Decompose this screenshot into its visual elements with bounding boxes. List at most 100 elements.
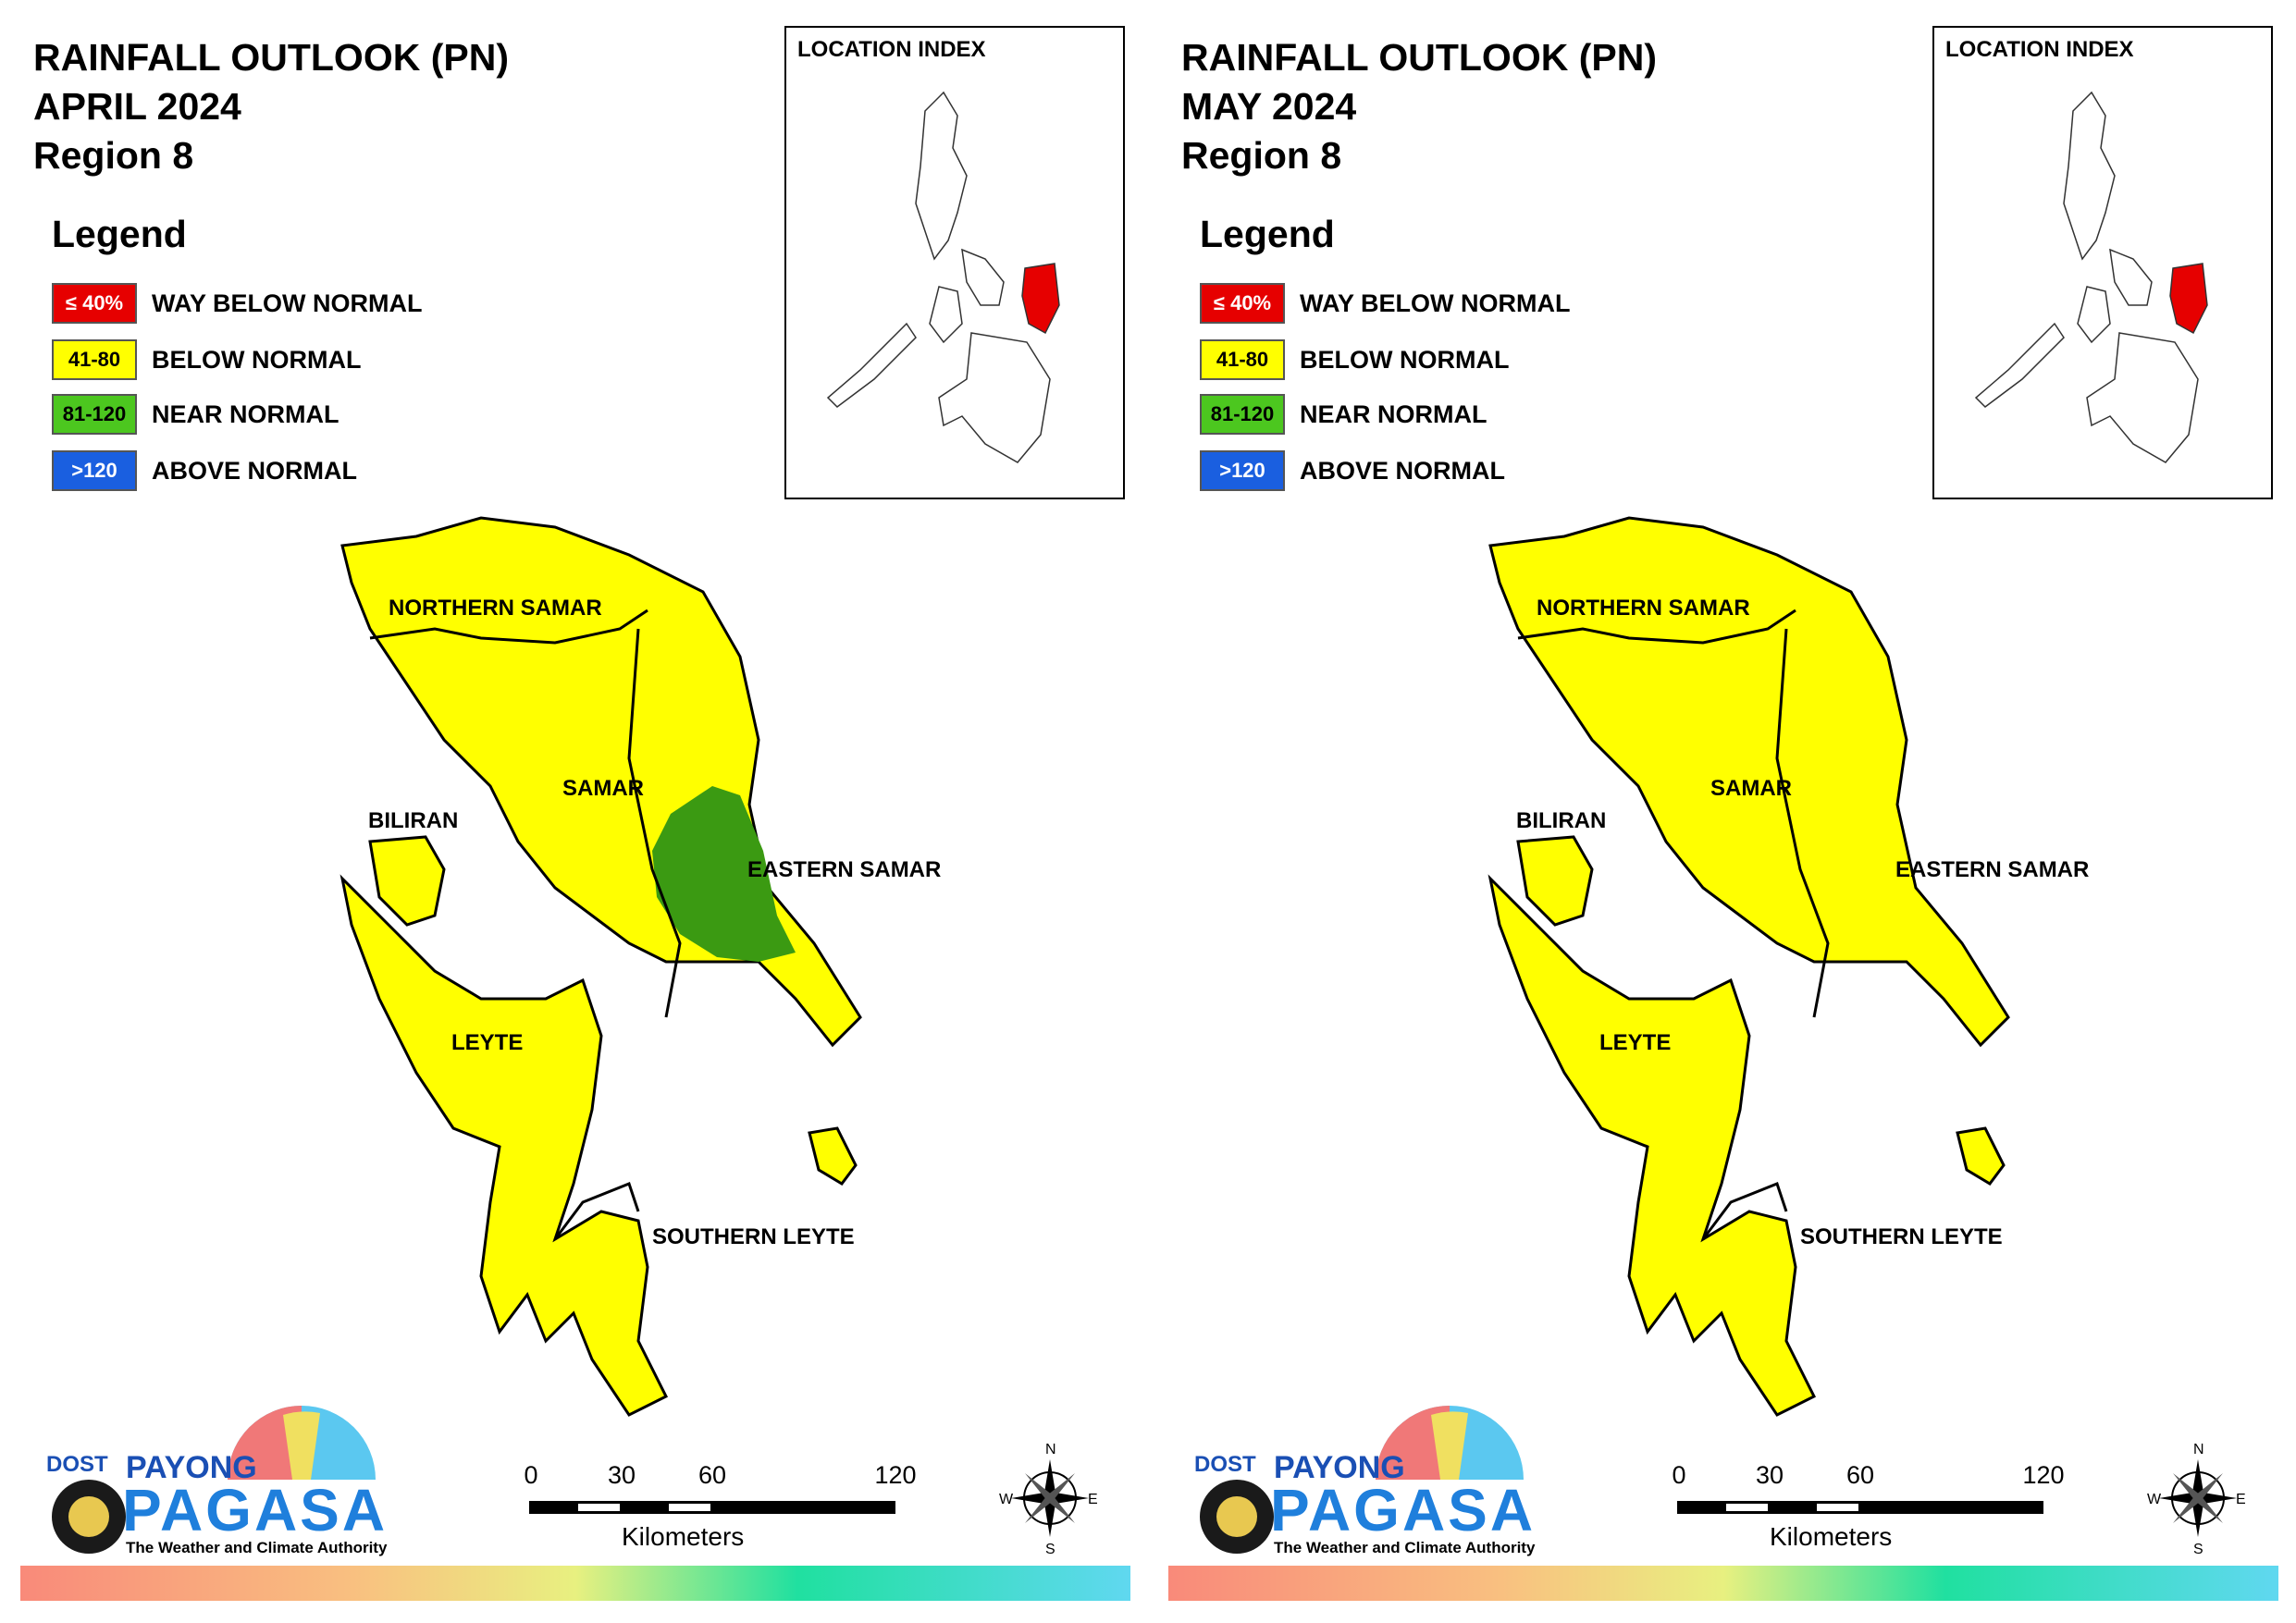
leyte-island: [339, 874, 669, 1417]
legend-swatch: 81-120: [52, 394, 137, 435]
logo-payong: PAYONG: [1274, 1450, 1405, 1485]
scale-tick: 120: [874, 1461, 917, 1489]
province-boundary: [1517, 609, 1796, 645]
legend-item-near: 81-120 NEAR NORMAL: [1200, 393, 1487, 436]
dinagat-island: [1956, 1126, 2006, 1186]
biliran-island: [368, 835, 446, 927]
philippines-outline: [826, 91, 1060, 463]
pagasa-logo: DOST PAYONG PAGASA The Weather and Clima…: [33, 1387, 403, 1572]
legend-swatch: ≤ 40%: [52, 283, 137, 324]
map-month: MAY 2024: [1181, 85, 1357, 128]
compass-graphic: N S E W: [2147, 1442, 2246, 1557]
philippines-outline: [1974, 91, 2208, 463]
province-boundary: [553, 1182, 640, 1240]
legend-swatch: 41-80: [1200, 339, 1285, 380]
scale-tick: 0: [524, 1461, 538, 1489]
umbrella-icon: [1200, 1406, 1524, 1554]
compass-e: E: [1088, 1492, 1098, 1507]
outlook-panel-april: RAINFALL OUTLOOK (PN) APRIL 2024 Region …: [20, 26, 1130, 1601]
region-8-map: NORTHERN SAMAR SAMAR BILIRAN EASTERN SAM…: [339, 516, 941, 1417]
inset-title: LOCATION INDEX: [1945, 37, 2134, 62]
label-biliran: BILIRAN: [368, 808, 458, 833]
compass-s: S: [2193, 1542, 2203, 1554]
inset-title: LOCATION INDEX: [797, 37, 986, 62]
scale-tick: 60: [697, 1461, 727, 1489]
map-title-block: RAINFALL OUTLOOK (PN) APRIL 2024 Region …: [33, 33, 509, 180]
legend-swatch: 81-120: [1200, 394, 1285, 435]
compass-rose-icon: N S E W: [2147, 1442, 2249, 1557]
scale-tick: 120: [2022, 1461, 2065, 1489]
compass-n: N: [2193, 1443, 2204, 1457]
color-gradient-bar: [1168, 1566, 2278, 1601]
scale-tick: 30: [1755, 1461, 1784, 1489]
scale-units: Kilometers: [622, 1522, 745, 1551]
compass-s: S: [1045, 1542, 1055, 1554]
legend-label: BELOW NORMAL: [1300, 345, 1510, 374]
scale-bar-graphic: [529, 1501, 895, 1514]
scale-tick: 30: [607, 1461, 636, 1489]
legend-item-way-below: ≤ 40% WAY BELOW NORMAL: [52, 282, 423, 325]
scale-bar: 0 30 60 120 Kilometers: [518, 1461, 925, 1551]
map-region: Region 8: [33, 134, 194, 177]
province-boundary: [627, 628, 682, 1018]
legend-swatch: 41-80: [52, 339, 137, 380]
location-index-map: LOCATION INDEX: [1932, 26, 2273, 499]
legend-title: Legend: [52, 213, 187, 255]
map-title: RAINFALL OUTLOOK (PN): [33, 36, 509, 79]
label-samar: SAMAR: [562, 776, 644, 801]
leyte-island: [1487, 874, 1817, 1417]
region-8-map: NORTHERN SAMAR SAMAR BILIRAN EASTERN SAM…: [1487, 516, 2089, 1417]
dinagat-island: [808, 1126, 858, 1186]
scale-bar-graphic: [1677, 1501, 2043, 1514]
legend-swatch: >120: [1200, 450, 1285, 491]
near-normal-area: [652, 786, 796, 962]
legend-label: NEAR NORMAL: [152, 400, 339, 428]
label-leyte: LEYTE: [1599, 1030, 1671, 1055]
label-northern-samar: NORTHERN SAMAR: [1537, 596, 1750, 621]
map-region: Region 8: [1181, 134, 1342, 177]
outlook-panel-may: RAINFALL OUTLOOK (PN) MAY 2024 Region 8 …: [1148, 0, 2296, 1623]
label-northern-samar: NORTHERN SAMAR: [389, 596, 602, 621]
province-boundary: [1701, 1182, 1788, 1240]
compass-e: E: [2236, 1492, 2246, 1507]
compass-w: W: [999, 1492, 1014, 1507]
logo-pagasa: PAGASA: [122, 1477, 389, 1543]
scale-units: Kilometers: [1770, 1522, 1893, 1551]
logo-tagline: The Weather and Climate Authority: [126, 1539, 388, 1556]
logo-payong: PAYONG: [126, 1450, 257, 1485]
label-eastern-samar: EASTERN SAMAR: [1895, 857, 2089, 882]
logo-pagasa: PAGASA: [1270, 1477, 1537, 1543]
province-boundary: [369, 609, 648, 645]
compass-rose-icon: N S E W: [999, 1442, 1101, 1557]
compass-w: W: [2147, 1492, 2162, 1507]
legend-swatch: ≤ 40%: [1200, 283, 1285, 324]
scale-bar: 0 30 60 120 Kilometers: [1666, 1461, 2073, 1551]
logo-dost: DOST: [46, 1452, 108, 1477]
samar-island: [1488, 516, 2010, 1048]
legend-item-near: 81-120 NEAR NORMAL: [52, 393, 339, 436]
logo-dost: DOST: [1194, 1452, 1256, 1477]
umbrella-icon: [52, 1406, 376, 1554]
logo-tagline: The Weather and Climate Authority: [1274, 1539, 1536, 1556]
pagasa-logo: DOST PAYONG PAGASA The Weather and Clima…: [1181, 1387, 1551, 1572]
legend-item-way-below: ≤ 40% WAY BELOW NORMAL: [1200, 282, 1571, 325]
legend-item-above: >120 ABOVE NORMAL: [52, 449, 357, 492]
legend-label: ABOVE NORMAL: [1300, 456, 1505, 485]
legend-item-above: >120 ABOVE NORMAL: [1200, 449, 1505, 492]
region-8-highlight: [1021, 263, 1060, 335]
biliran-island: [1516, 835, 1594, 927]
legend-item-below: 41-80 BELOW NORMAL: [1200, 338, 1509, 381]
legend-swatch: >120: [52, 450, 137, 491]
color-gradient-bar: [20, 1566, 1130, 1601]
label-biliran: BILIRAN: [1516, 808, 1606, 833]
legend-label: ABOVE NORMAL: [152, 456, 357, 485]
map-title: RAINFALL OUTLOOK (PN): [1181, 36, 1657, 79]
compass-n: N: [1045, 1443, 1056, 1457]
legend-title: Legend: [1200, 213, 1335, 255]
region-8-highlight: [2169, 263, 2208, 335]
map-title-block: RAINFALL OUTLOOK (PN) MAY 2024 Region 8: [1181, 33, 1657, 180]
legend-label: WAY BELOW NORMAL: [1300, 289, 1571, 317]
legend-label: NEAR NORMAL: [1300, 400, 1487, 428]
legend-label: BELOW NORMAL: [152, 345, 362, 374]
label-southern-leyte: SOUTHERN LEYTE: [652, 1224, 855, 1249]
